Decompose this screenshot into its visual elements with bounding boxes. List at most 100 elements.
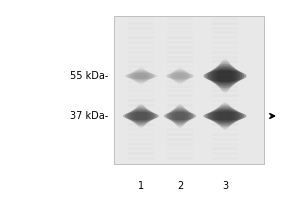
Bar [128,85,154,88]
Ellipse shape [127,110,155,122]
Bar [128,75,154,78]
Ellipse shape [216,103,234,129]
Bar [212,85,238,88]
Ellipse shape [167,110,193,122]
Bar [212,56,238,59]
Bar [167,31,193,34]
Bar [167,152,193,155]
Ellipse shape [136,104,146,128]
Bar [212,147,238,150]
Bar [128,51,154,54]
Ellipse shape [212,106,238,126]
Ellipse shape [175,104,185,128]
Bar [128,128,154,131]
Bar [167,109,193,112]
Ellipse shape [212,64,238,88]
Bar [212,133,238,136]
Ellipse shape [173,105,187,127]
Bar [128,104,154,107]
Bar [212,114,238,117]
Ellipse shape [171,69,189,83]
Ellipse shape [203,71,247,82]
Bar [167,128,193,131]
Bar [128,60,154,63]
Ellipse shape [210,107,240,125]
Ellipse shape [208,67,242,85]
Bar [212,27,238,30]
Bar [212,60,238,63]
Ellipse shape [134,105,148,127]
Bar [167,27,193,30]
Ellipse shape [172,106,188,126]
Bar [212,17,238,20]
Ellipse shape [214,62,236,90]
Ellipse shape [125,111,157,121]
Bar [167,123,193,126]
Bar [128,152,154,155]
Bar [167,36,193,39]
Ellipse shape [131,69,151,83]
Ellipse shape [166,73,194,79]
Bar [167,104,193,107]
Bar [128,133,154,136]
Ellipse shape [165,111,195,121]
Bar [212,143,238,146]
Bar [128,143,154,146]
Bar [167,22,193,25]
Bar [167,138,193,141]
Bar [167,89,193,92]
Bar [167,51,193,54]
Bar [128,109,154,112]
Bar [167,118,193,121]
Bar [128,70,154,73]
Bar [167,133,193,136]
Bar [167,143,193,146]
Bar [212,157,238,160]
Bar [212,36,238,39]
Bar [167,94,193,97]
Ellipse shape [169,108,191,124]
Ellipse shape [169,71,191,81]
Ellipse shape [125,73,157,79]
Ellipse shape [123,112,159,120]
Bar [128,94,154,97]
Ellipse shape [126,72,156,80]
Bar [212,104,238,107]
Bar [167,80,193,83]
Bar [167,147,193,150]
Bar [128,17,154,20]
Text: 37 kDa-: 37 kDa- [70,111,108,121]
Bar [212,89,238,92]
FancyBboxPatch shape [114,16,264,164]
Ellipse shape [216,61,234,91]
Bar [128,123,154,126]
Ellipse shape [130,107,152,125]
Bar [167,157,193,160]
Ellipse shape [208,109,242,123]
Bar [167,56,193,59]
Text: 3: 3 [222,181,228,191]
Bar [128,157,154,160]
Bar [212,75,238,78]
Bar [128,46,154,49]
Bar [128,31,154,34]
Bar [167,85,193,88]
Bar [212,94,238,97]
Bar [128,56,154,59]
Ellipse shape [133,68,149,84]
Bar [128,118,154,121]
Bar [212,65,238,68]
Ellipse shape [167,72,193,80]
Bar [212,99,238,102]
Ellipse shape [130,70,152,82]
Ellipse shape [170,70,190,82]
Ellipse shape [218,59,232,93]
Ellipse shape [214,105,236,127]
Bar [167,60,193,63]
Bar [212,118,238,121]
Bar [167,114,193,117]
Bar [212,41,238,44]
Bar [212,51,238,54]
Ellipse shape [210,66,240,86]
Bar [167,17,193,20]
